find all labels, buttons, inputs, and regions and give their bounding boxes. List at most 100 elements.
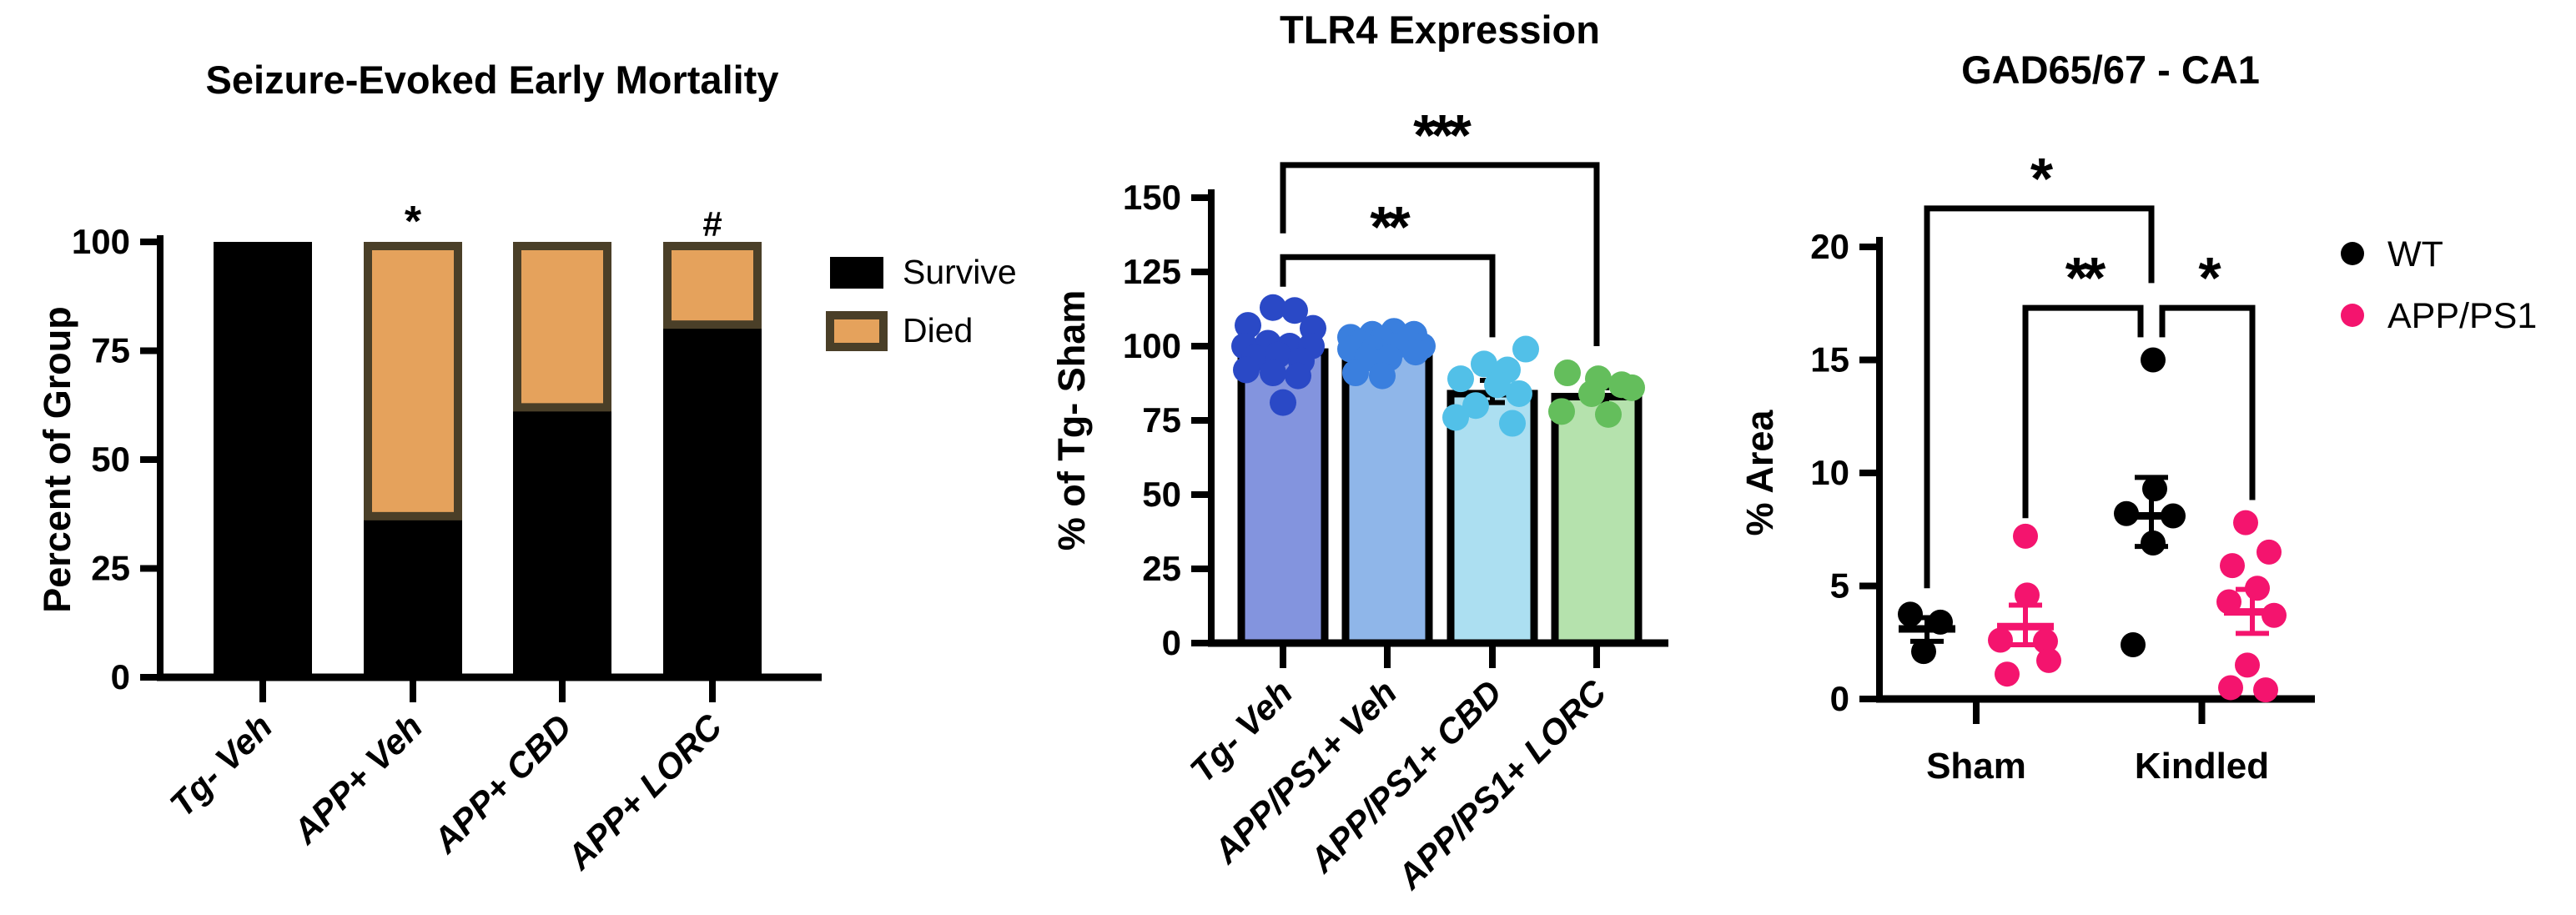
bar <box>1341 342 1433 647</box>
data-point <box>1260 294 1286 321</box>
bar-segment-died <box>663 242 762 329</box>
significance-label: * <box>405 198 422 246</box>
data-point <box>2013 523 2038 549</box>
dot-column <box>2216 510 2287 703</box>
middle-chart-title: TLR4 Expression <box>1280 8 1600 52</box>
data-point <box>1578 380 1605 407</box>
data-point <box>1233 356 1260 384</box>
significance-label: ** <box>1370 194 1411 259</box>
y-tick-label: 5 <box>1830 566 1849 606</box>
data-point <box>1554 359 1581 387</box>
x-category-label: APP+ CBD <box>425 706 579 861</box>
dot-column <box>1988 523 2061 687</box>
data-point <box>1995 661 2020 687</box>
y-tick-label: 20 <box>1810 227 1849 266</box>
data-point <box>1506 380 1532 407</box>
data-point <box>1342 359 1369 387</box>
significance-bracket <box>1280 254 1496 338</box>
bar-group <box>513 242 611 677</box>
data-point <box>1988 627 2013 653</box>
bar-group <box>214 242 312 677</box>
data-point <box>2253 677 2278 703</box>
y-tick-label: 75 <box>1142 400 1181 440</box>
bar-segment-survive <box>214 242 312 677</box>
x-group-label: Kindled <box>2135 746 2269 787</box>
y-tick-label: 25 <box>1142 549 1181 588</box>
left-chart-title: Seizure-Evoked Early Mortality <box>206 58 779 102</box>
bar-group <box>364 242 462 677</box>
y-axis-label: Percent of Group <box>36 306 78 613</box>
x-group-label: Sham <box>1926 746 2026 787</box>
bar-group <box>1442 335 1539 647</box>
bar-segment-survive <box>364 515 462 677</box>
y-tick-label: 125 <box>1123 252 1181 291</box>
data-point <box>2033 628 2058 654</box>
x-category-label: APP/PS1+ Veh <box>1205 672 1404 871</box>
data-point <box>2235 652 2260 678</box>
y-tick-label: 0 <box>1830 679 1849 718</box>
middle-chart: TLR4 Expression 0 25 50 75 100 125 150 % of Tg- … <box>1050 8 1668 897</box>
y-tick-label: 15 <box>1810 340 1849 380</box>
bar-group <box>663 242 762 677</box>
y-tick-label: 100 <box>72 222 130 261</box>
legend-label: Survive <box>903 253 1017 291</box>
legend-swatch <box>826 311 888 351</box>
legend-marker <box>2341 304 2364 327</box>
x-category-label: Tg- Veh <box>162 706 279 824</box>
y-tick-label: 0 <box>1162 623 1181 662</box>
data-point <box>1484 371 1511 399</box>
left-chart: Seizure-Evoked Early Mortality 0 25 50 75 100… <box>36 58 1017 877</box>
y-tick-label: 50 <box>91 440 130 479</box>
data-point <box>2121 631 2146 657</box>
bar-segment-survive <box>513 407 611 677</box>
data-point <box>1260 359 1286 387</box>
legend-marker <box>2341 242 2364 265</box>
data-point <box>2220 553 2245 579</box>
significance-label: *** <box>1413 103 1472 168</box>
error-bar <box>2135 475 2168 550</box>
data-point <box>1911 639 1936 665</box>
y-tick-label: 10 <box>1810 453 1849 492</box>
data-point <box>1898 601 1923 627</box>
data-point <box>1447 365 1474 393</box>
data-point <box>1442 404 1469 431</box>
legend-swatch <box>830 257 883 289</box>
data-point <box>1285 362 1311 390</box>
x-category-label: APP/PS1+ CBD <box>1301 672 1509 880</box>
data-point <box>2218 675 2243 701</box>
significance-bracket <box>1924 205 2155 589</box>
legend: Survive Died <box>826 253 1017 351</box>
y-tick-label: 150 <box>1123 178 1181 217</box>
y-axis-label: % of Tg- Sham <box>1050 290 1093 551</box>
data-point <box>1499 410 1526 437</box>
y-tick-label: 75 <box>91 331 130 370</box>
data-point <box>1270 389 1296 416</box>
data-point <box>2142 475 2167 501</box>
data-point <box>2141 347 2166 373</box>
data-point <box>1595 400 1622 428</box>
bar-group <box>1337 318 1436 647</box>
y-tick-label: 0 <box>111 657 130 696</box>
data-point <box>1548 398 1575 425</box>
legend-label: APP/PS1 <box>2387 296 2537 336</box>
data-point <box>1402 339 1429 366</box>
y-tick-label: 100 <box>1123 326 1181 365</box>
bar-group <box>1231 294 1329 647</box>
significance-label: * <box>2030 146 2054 211</box>
y-axis-label: % Area <box>1738 410 1781 536</box>
data-point <box>2015 582 2040 608</box>
legend: WT APP/PS1 <box>2341 234 2537 336</box>
significance-bracket <box>2022 304 2144 519</box>
data-point <box>1235 312 1261 339</box>
dot-column <box>1898 601 1955 665</box>
right-chart-title: GAD65/67 - CA1 <box>1961 48 2260 92</box>
bar-segment-survive <box>663 324 762 677</box>
legend-label: WT <box>2387 234 2443 274</box>
data-point <box>1512 335 1539 363</box>
data-point <box>1462 392 1489 420</box>
bar-segment-died <box>513 242 611 412</box>
significance-label: ** <box>2065 245 2106 310</box>
data-point <box>2233 510 2258 535</box>
